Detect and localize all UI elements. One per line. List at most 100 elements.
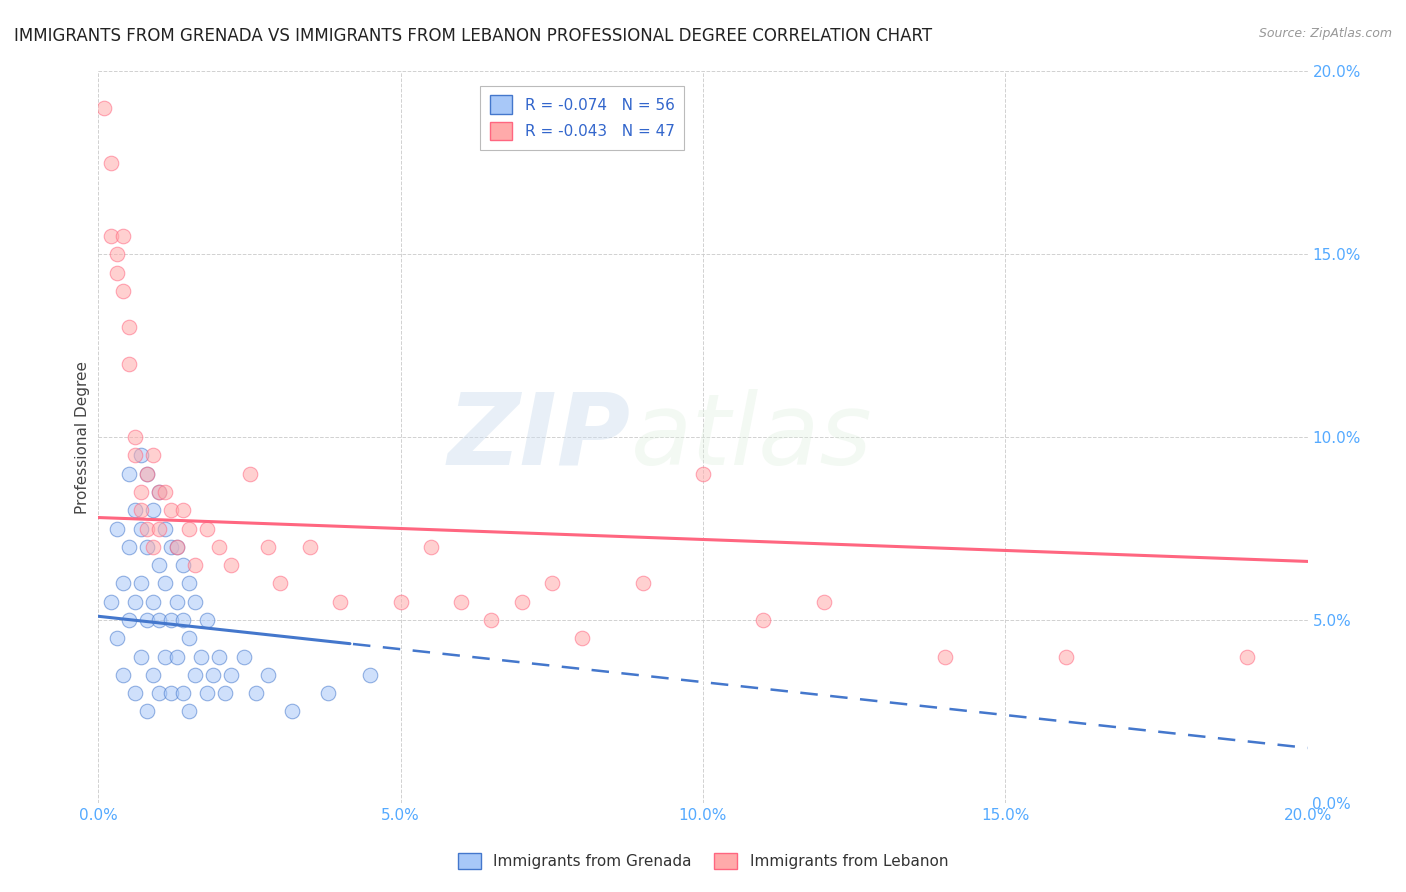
Point [142, 503, 165, 517]
Point [153, 521, 176, 535]
Point [153, 649, 176, 664]
Point [221, 558, 243, 573]
Point [124, 503, 146, 517]
Point [124, 448, 146, 462]
Point [148, 485, 170, 500]
Point [160, 503, 183, 517]
Point [256, 540, 278, 554]
Point [148, 686, 170, 700]
Point [221, 667, 243, 681]
Point [160, 540, 183, 554]
Point [281, 705, 304, 719]
Point [172, 558, 194, 573]
Point [118, 320, 141, 334]
Point [752, 613, 775, 627]
Point [142, 667, 165, 681]
Point [142, 448, 165, 462]
Point [540, 576, 562, 591]
Point [129, 521, 152, 535]
Point [195, 686, 218, 700]
Point [316, 686, 339, 700]
Point [124, 686, 146, 700]
Text: Source: ZipAtlas.com: Source: ZipAtlas.com [1258, 27, 1392, 40]
Point [172, 686, 194, 700]
Point [166, 649, 188, 664]
Point [631, 576, 654, 591]
Point [166, 594, 188, 608]
Point [692, 467, 714, 481]
Point [329, 594, 352, 608]
Legend: Immigrants from Grenada, Immigrants from Lebanon: Immigrants from Grenada, Immigrants from… [451, 847, 955, 875]
Point [100, 156, 122, 170]
Point [129, 485, 152, 500]
Point [148, 613, 170, 627]
Point [105, 247, 128, 261]
Point [135, 521, 157, 535]
Point [202, 667, 225, 681]
Point [239, 467, 262, 481]
Point [208, 540, 231, 554]
Point [148, 558, 170, 573]
Point [135, 613, 157, 627]
Point [153, 485, 176, 500]
Point [118, 357, 141, 371]
Point [389, 594, 412, 608]
Text: ZIP: ZIP [447, 389, 630, 485]
Point [172, 503, 194, 517]
Point [420, 540, 443, 554]
Point [118, 540, 141, 554]
Point [160, 613, 183, 627]
Point [1236, 649, 1258, 664]
Point [179, 576, 201, 591]
Point [172, 613, 194, 627]
Point [184, 667, 207, 681]
Point [105, 632, 128, 646]
Point [184, 558, 207, 573]
Point [93, 101, 115, 115]
Point [160, 686, 183, 700]
Point [179, 632, 201, 646]
Point [111, 667, 134, 681]
Point [269, 576, 291, 591]
Point [118, 467, 141, 481]
Text: IMMIGRANTS FROM GRENADA VS IMMIGRANTS FROM LEBANON PROFESSIONAL DEGREE CORRELATI: IMMIGRANTS FROM GRENADA VS IMMIGRANTS FR… [14, 27, 932, 45]
Point [232, 649, 254, 664]
Point [111, 284, 134, 298]
Point [1054, 649, 1077, 664]
Point [111, 576, 134, 591]
Point [450, 594, 472, 608]
Point [100, 229, 122, 244]
Point [166, 540, 188, 554]
Point [195, 521, 218, 535]
Point [148, 521, 170, 535]
Point [813, 594, 835, 608]
Point [190, 649, 212, 664]
Point [124, 430, 146, 444]
Point [179, 521, 201, 535]
Point [184, 594, 207, 608]
Point [118, 613, 141, 627]
Point [166, 540, 188, 554]
Text: atlas: atlas [630, 389, 872, 485]
Point [129, 576, 152, 591]
Point [129, 503, 152, 517]
Point [111, 229, 134, 244]
Point [142, 594, 165, 608]
Point [256, 667, 278, 681]
Point [148, 485, 170, 500]
Point [105, 521, 128, 535]
Point [510, 594, 533, 608]
Point [105, 266, 128, 280]
Point [481, 613, 503, 627]
Point [214, 686, 236, 700]
Point [124, 594, 146, 608]
Point [135, 467, 157, 481]
Point [195, 613, 218, 627]
Y-axis label: Professional Degree: Professional Degree [75, 360, 90, 514]
Point [179, 705, 201, 719]
Point [142, 540, 165, 554]
Point [299, 540, 322, 554]
Point [153, 576, 176, 591]
Point [129, 448, 152, 462]
Point [135, 467, 157, 481]
